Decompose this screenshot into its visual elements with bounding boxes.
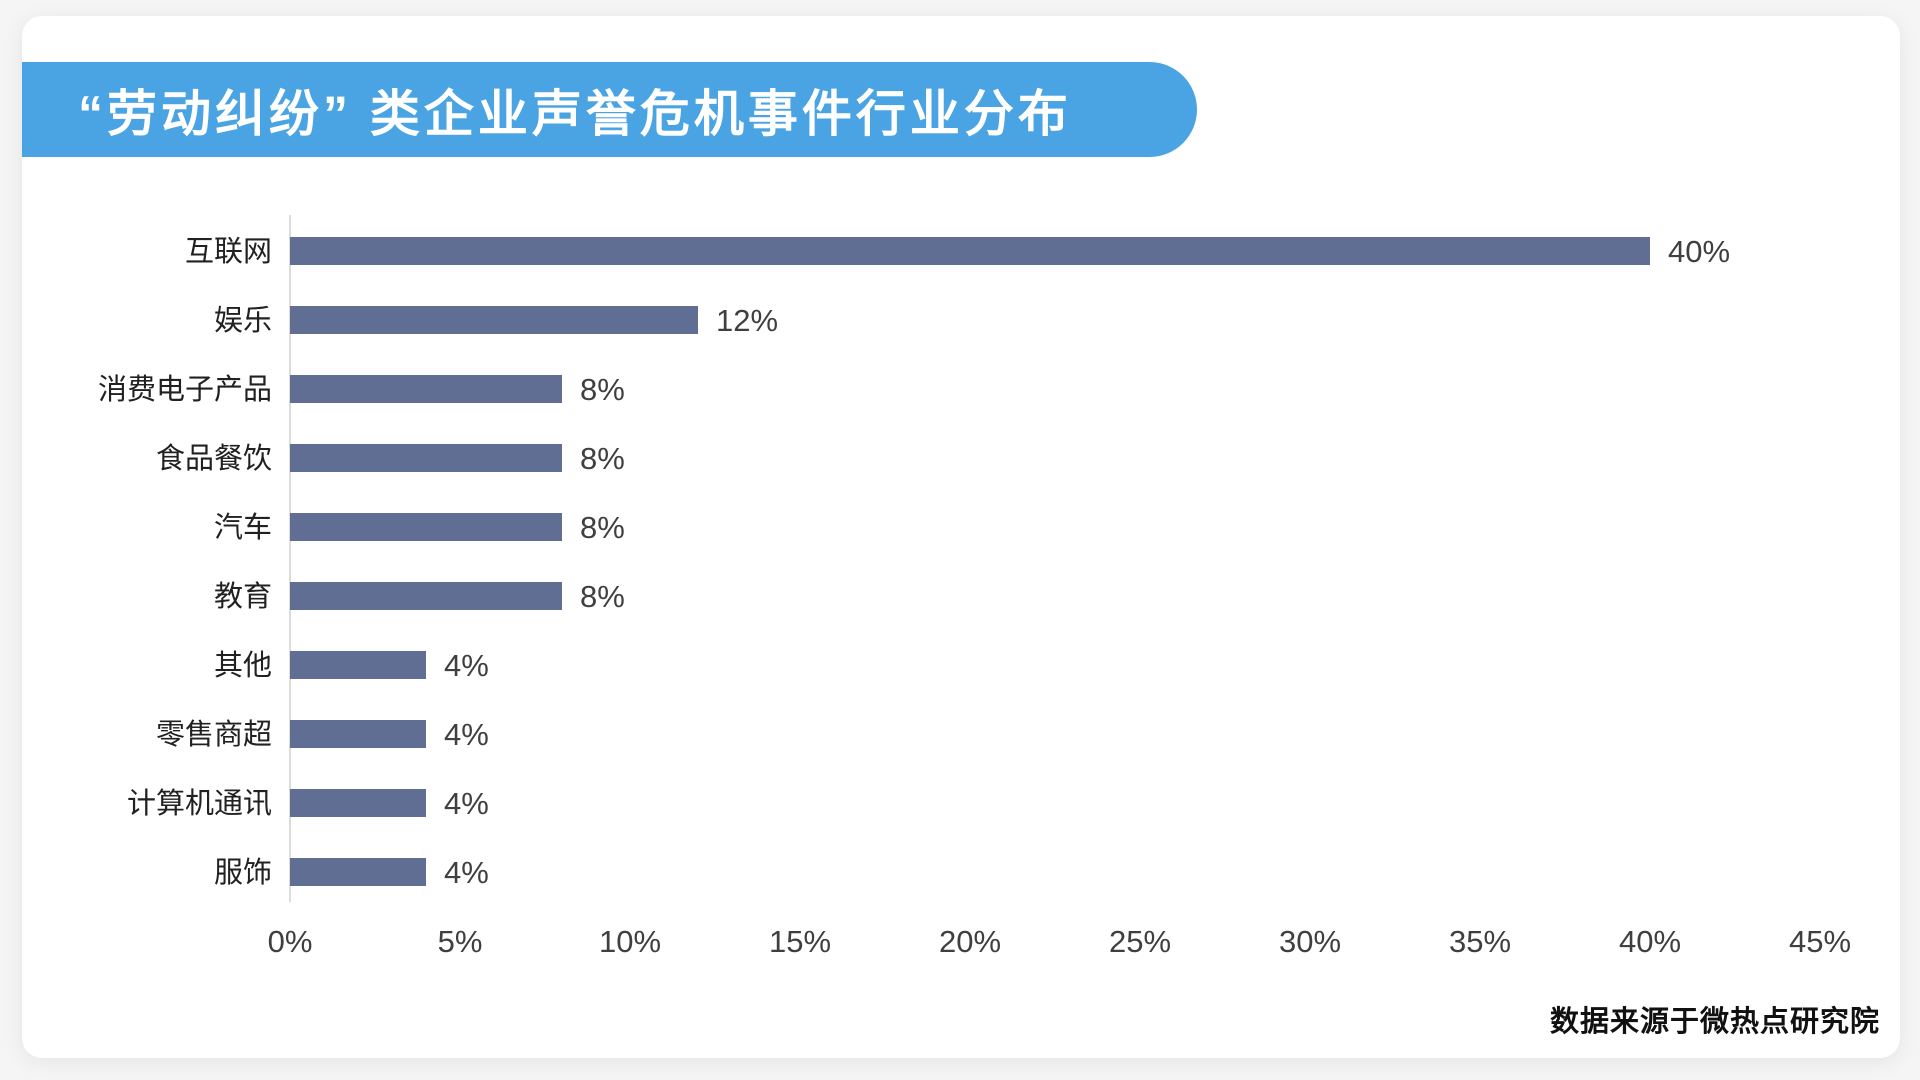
bar-row: 服饰 4% [22,855,1900,890]
x-axis-tick-label: 15% [768,924,832,959]
value-label: 40% [1668,234,1731,269]
x-axis-tick-label: 20% [938,924,1002,959]
category-label: 互联网 [184,236,272,268]
bar [290,582,562,610]
value-label: 4% [444,855,489,890]
x-axis-tick-label: 10% [598,924,662,959]
x-axis-tick-label: 25% [1108,924,1172,959]
bar [290,513,562,541]
x-axis-tick-label: 5% [437,924,483,959]
bar-row: 计算机通讯 4% [22,786,1900,821]
value-label: 8% [580,441,625,476]
category-label: 汽车 [213,512,272,544]
value-label: 12% [716,303,779,338]
category-label: 服饰 [213,857,272,889]
bar [290,237,1650,265]
x-axis-tick-label: 45% [1788,924,1852,959]
category-label: 娱乐 [213,305,272,337]
bar-row: 消费电子产品 8% [22,372,1900,407]
bar-row: 汽车 8% [22,510,1900,545]
bar-row: 互联网 40% [22,234,1900,269]
category-label: 食品餐饮 [155,443,272,475]
x-axis-tick-label: 35% [1448,924,1512,959]
bar [290,651,426,679]
bar-row: 其他 4% [22,648,1900,683]
value-label: 8% [580,372,625,407]
x-axis-tick-label: 40% [1618,924,1682,959]
bar [290,306,698,334]
bar [290,720,426,748]
bar [290,789,426,817]
chart-card: “劳动纠纷” 类企业声誉危机事件行业分布 互联网 40% 娱乐 12% 消费电子… [22,16,1900,1058]
bar-row: 食品餐饮 8% [22,441,1900,476]
chart-title: “劳动纠纷” 类企业声誉危机事件行业分布 [78,85,1072,142]
category-label: 零售商超 [155,719,272,751]
category-label: 其他 [213,650,272,682]
bar [290,858,426,886]
value-label: 4% [444,648,489,683]
value-label: 8% [580,510,625,545]
category-label: 教育 [213,581,272,613]
x-axis-tick-label: 0% [267,924,313,959]
category-label: 消费电子产品 [97,374,272,406]
bar-row: 娱乐 12% [22,303,1900,338]
bar [290,444,562,472]
bar-chart: 互联网 40% 娱乐 12% 消费电子产品 8% 食品餐饮 8% 汽车 8% 教… [22,16,1900,1058]
value-label: 8% [580,579,625,614]
y-axis-line [289,215,291,902]
x-axis-tick-label: 30% [1278,924,1342,959]
bar-row: 零售商超 4% [22,717,1900,752]
category-label: 计算机通讯 [126,788,272,820]
value-label: 4% [444,717,489,752]
bar-row: 教育 8% [22,579,1900,614]
value-label: 4% [444,786,489,821]
title-banner: “劳动纠纷” 类企业声誉危机事件行业分布 [22,62,1197,157]
data-source-label: 数据来源于微热点研究院 [1549,1006,1880,1038]
bar [290,375,562,403]
